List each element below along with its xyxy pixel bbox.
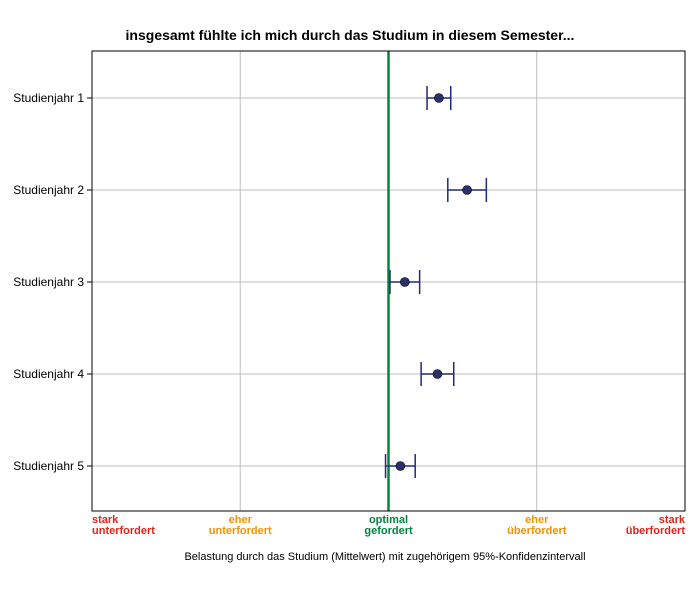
mean-point (395, 461, 406, 471)
x-tick-label-line: eher (229, 514, 253, 526)
x-axis-label: Belastung durch das Studium (Mittelwert)… (184, 551, 585, 563)
x-tick-label-line: unterfordert (209, 525, 272, 537)
chart-title: insgesamt fühlte ich mich durch das Stud… (126, 27, 575, 43)
y-tick-label: Studienjahr 3 (13, 275, 84, 289)
y-axis: Studienjahr 1 Studienjahr 2 Studienjahr 3 S… (13, 91, 92, 473)
mean-point (462, 185, 472, 195)
y-tick-label: Studienjahr 5 (13, 459, 84, 473)
y-tick-label: Studienjahr 2 (13, 183, 84, 197)
mean-point (434, 93, 444, 103)
mean-point (400, 277, 410, 287)
mean-point (432, 369, 443, 379)
x-tick-label: optimal gefordert (364, 514, 413, 537)
y-tick-label: Studienjahr 4 (13, 367, 84, 381)
x-tick-label-line: unterfordert (92, 525, 155, 537)
x-tick-label-line: stark (659, 514, 686, 526)
x-tick-label-line: eher (525, 514, 549, 526)
x-tick-label: stark überfordert (626, 514, 686, 537)
x-tick-label: stark unterfordert (92, 514, 155, 537)
plot-frame (91, 50, 686, 512)
x-tick-label-line: überfordert (626, 525, 686, 537)
x-tick-label-line: überfordert (507, 525, 567, 537)
x-tick-label-line: stark (92, 514, 119, 526)
data-layer (384, 86, 488, 478)
x-tick-label: eher unterfordert (209, 514, 272, 537)
y-tick-label: Studienjahr 1 (13, 91, 84, 105)
x-tick-label-line: gefordert (364, 525, 413, 537)
x-tick-label: eher überfordert (507, 514, 567, 537)
x-tick-label-line: optimal (369, 514, 408, 526)
